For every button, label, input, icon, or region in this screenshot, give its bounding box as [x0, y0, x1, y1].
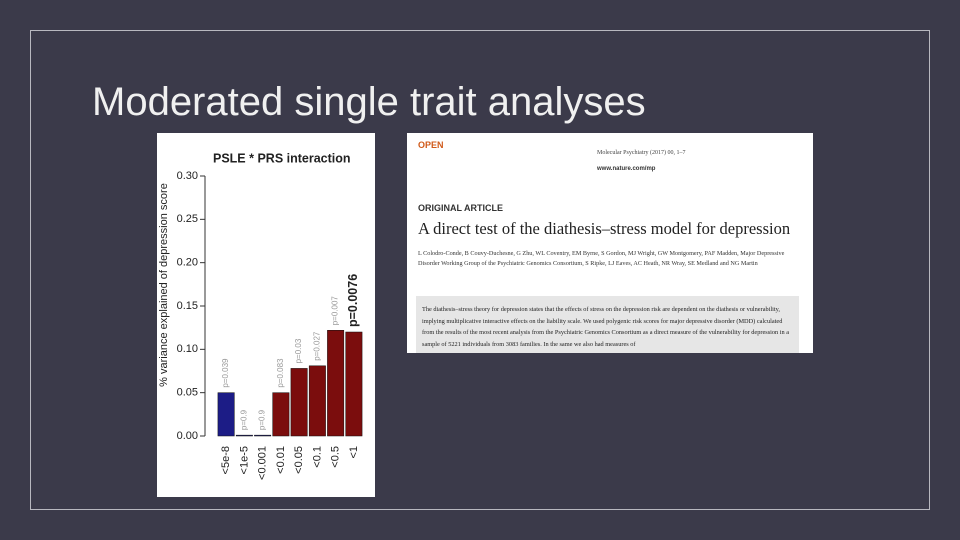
x-tick-label: <0.001 — [257, 446, 269, 480]
frame — [30, 30, 930, 510]
y-tick-label: 0.10 — [177, 343, 198, 355]
bar — [308, 365, 326, 437]
slide-title: Moderated single trait analyses — [92, 80, 646, 124]
authors: L Colodro-Conde, B Couvy-Duchesne, G Zhu… — [418, 250, 785, 267]
value-label: p=0.0076 — [346, 274, 360, 327]
x-tick-label: <5e-8 — [220, 446, 232, 474]
y-tick-label: 0.20 — [177, 257, 198, 269]
value-label: p=0.083 — [276, 358, 285, 388]
bar — [235, 434, 253, 437]
headline: A direct test of the diathesis–stress mo… — [418, 219, 791, 238]
y-tick-label: 0.15 — [177, 300, 198, 312]
y-tick-label: 0.30 — [177, 170, 198, 182]
y-axis-label: % variance explained of depression score — [158, 183, 170, 387]
bar — [217, 392, 235, 437]
x-tick-label: <1 — [348, 446, 360, 459]
bar — [272, 392, 290, 437]
y-tick-label: 0.25 — [177, 213, 198, 225]
article-image: OPEN Molecular Psychiatry (2017) 00, 1–7… — [407, 133, 813, 353]
x-tick-label: <0.5 — [330, 446, 342, 468]
x-tick-label: <0.05 — [293, 446, 305, 474]
section: ORIGINAL ARTICLE — [418, 203, 503, 213]
x-tick-label: <0.1 — [311, 446, 323, 468]
journal: Molecular Psychiatry (2017) 00, 1–7 — [597, 150, 686, 156]
chart-title: PSLE * PRS interaction — [213, 151, 351, 165]
value-label: p=0.9 — [258, 409, 267, 430]
abstract: The diathesis–stress theory for depressi… — [416, 296, 799, 353]
value-label: p=0.039 — [221, 358, 230, 388]
x-tick-label: <0.01 — [275, 446, 287, 474]
url: www.nature.com/mp — [597, 166, 656, 172]
chart: PSLE * PRS interaction % variance explai… — [157, 133, 375, 497]
bar — [345, 331, 363, 437]
bar — [254, 434, 272, 437]
bar — [327, 330, 345, 437]
value-label: p=0.027 — [312, 331, 321, 361]
y-tick-label: 0.05 — [177, 387, 198, 399]
bar — [290, 368, 308, 437]
y-tick-label: 0.00 — [177, 430, 198, 442]
value-label: p=0.03 — [294, 338, 303, 363]
value-label: p=0.9 — [239, 409, 248, 430]
value-label: p=0.007 — [331, 296, 340, 326]
open-label: OPEN — [418, 140, 444, 150]
x-tick-label: <1e-5 — [238, 446, 250, 474]
